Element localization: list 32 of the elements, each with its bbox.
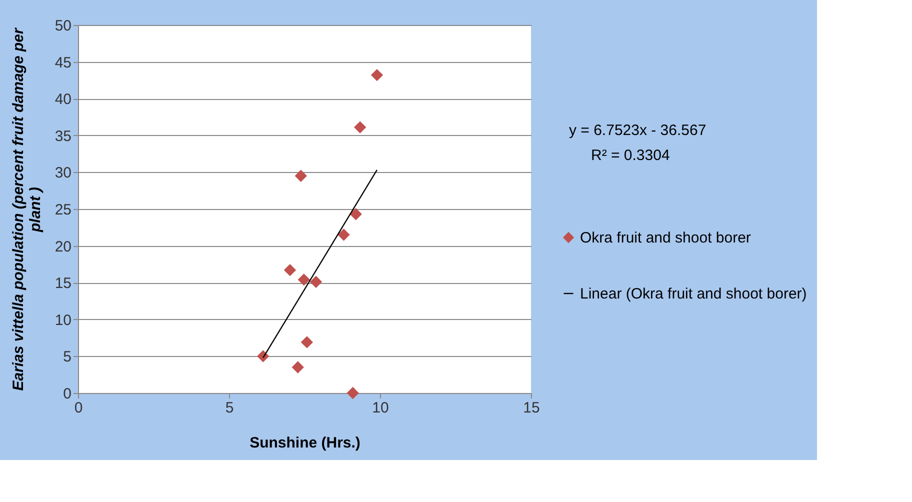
x-tick-label: 5 — [225, 400, 234, 416]
point — [298, 274, 310, 286]
y-tick-label: 5 — [63, 348, 72, 366]
x-tick-label: 10 — [372, 400, 389, 416]
y-tick-label: 10 — [54, 312, 72, 329]
y-tick-label: 25 — [54, 202, 72, 218]
text: R² = 0.3304 — [591, 147, 670, 164]
point — [371, 69, 383, 81]
y-tick-label: 40 — [54, 91, 72, 108]
x-tick-label: 15 — [523, 400, 540, 416]
text: y = 6.7523x - 36.567 — [569, 122, 706, 139]
legend-label: Linear (Okra fruit and shoot borer) — [580, 286, 807, 302]
legend-label: Okra fruit and shoot borer — [580, 230, 751, 246]
y-tick-label: 30 — [54, 164, 72, 182]
point — [338, 228, 350, 241]
point — [310, 276, 322, 288]
y-tick-label: 50 — [54, 18, 72, 34]
point — [295, 170, 307, 182]
point — [346, 387, 359, 399]
y-tick-label: 35 — [54, 128, 72, 145]
y-tick-label: 45 — [54, 54, 72, 72]
y-axis-title: Earias vittella population (percent fruit damage per plant ) — [10, 27, 44, 391]
y-tick-label: 15 — [54, 275, 72, 292]
point — [354, 121, 366, 134]
x-tick-label: 0 — [74, 400, 83, 416]
point — [350, 208, 362, 220]
y-tick-label: 20 — [54, 238, 72, 256]
x-axis-title: Sunshine (Hrs.) — [250, 434, 360, 452]
point — [292, 361, 304, 374]
y-tick-label: 0 — [63, 386, 72, 402]
point — [284, 264, 296, 276]
point — [301, 336, 313, 348]
